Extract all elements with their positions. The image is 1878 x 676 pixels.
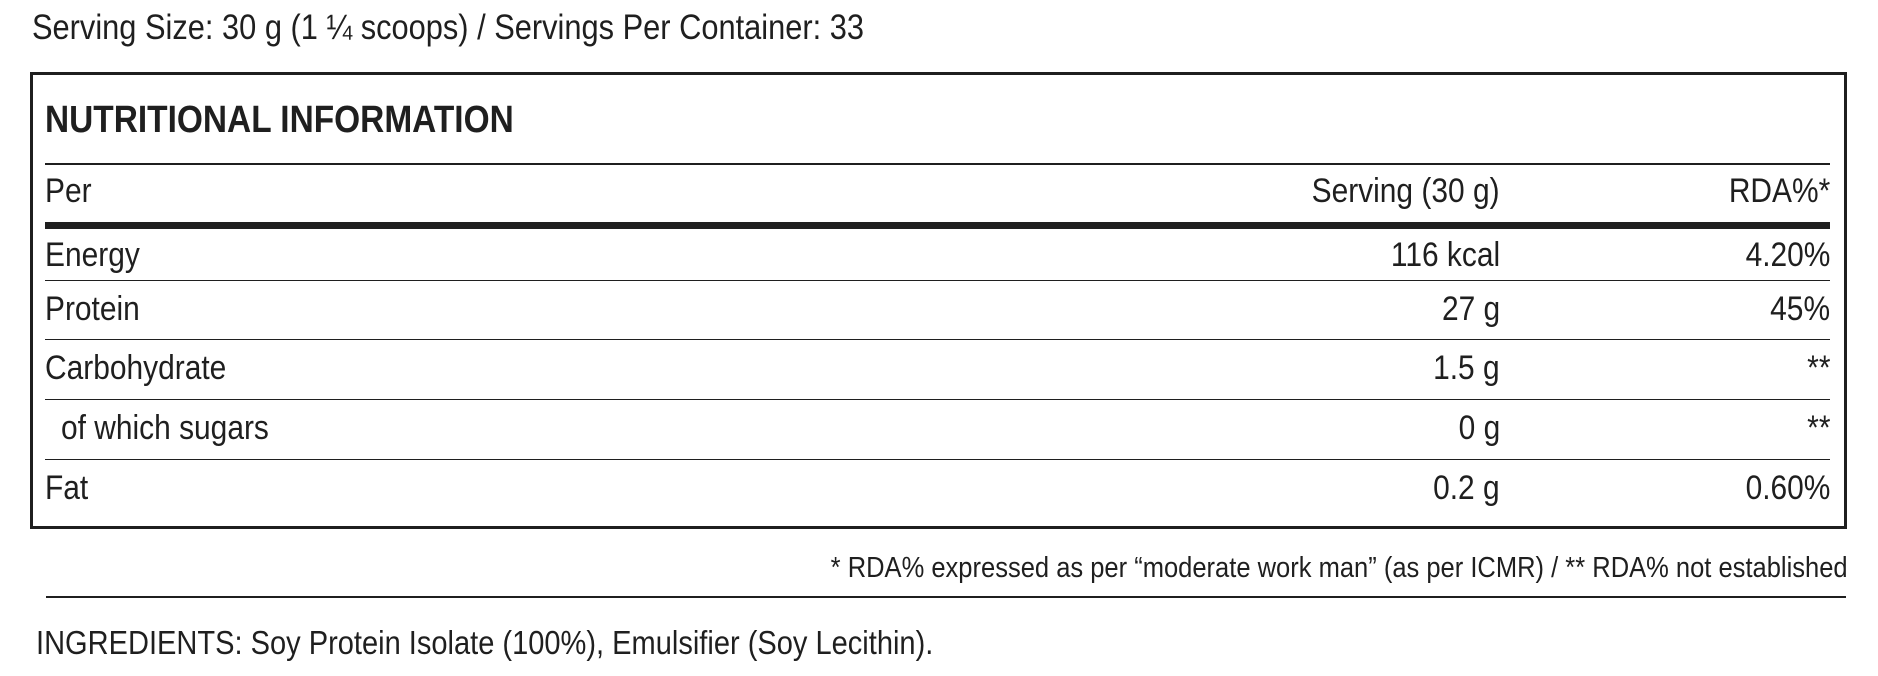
header-rda: RDA%* <box>1728 172 1830 210</box>
table-row: Fat 0.2 g 0.60% <box>45 460 1830 516</box>
serving-info: Serving Size: 30 g (1 ¼ scoops) / Servin… <box>32 8 865 47</box>
row-label: Energy <box>45 236 140 274</box>
row-label: of which sugars <box>61 409 269 447</box>
table-title: NUTRITIONAL INFORMATION <box>45 99 514 141</box>
rda-footnote: * RDA% expressed as per “moderate work m… <box>831 552 1848 584</box>
ingredients-text: INGREDIENTS: Soy Protein Isolate (100%),… <box>36 624 934 661</box>
table-row: Protein 27 g 45% <box>45 281 1830 337</box>
row-serving-value: 0.2 g <box>1433 469 1500 507</box>
row-rda-value: ** <box>1806 349 1830 387</box>
row-rda-value: 45% <box>1770 290 1830 328</box>
row-label: Protein <box>45 290 140 328</box>
nutrition-table: NUTRITIONAL INFORMATION Per Serving (30 … <box>30 72 1847 529</box>
row-serving-value: 27 g <box>1441 290 1500 328</box>
row-serving-value: 0 g <box>1458 409 1500 447</box>
footnote-divider <box>46 596 1846 598</box>
header-per: Per <box>45 172 92 210</box>
row-label: Fat <box>45 469 89 507</box>
table-header-row: Per Serving (30 g) RDA%* <box>45 163 1830 219</box>
row-serving-value: 1.5 g <box>1433 349 1500 387</box>
row-serving-value: 116 kcal <box>1390 236 1500 274</box>
header-thick-rule <box>45 222 1830 229</box>
table-row: Carbohydrate 1.5 g ** <box>45 340 1830 396</box>
table-row: Energy 116 kcal 4.20% <box>45 227 1830 283</box>
row-rda-value: 0.60% <box>1745 469 1830 507</box>
row-divider <box>45 280 1830 281</box>
row-divider <box>45 339 1830 340</box>
row-divider <box>45 399 1830 400</box>
header-serving: Serving (30 g) <box>1312 172 1500 210</box>
row-label: Carbohydrate <box>45 349 227 387</box>
title-rule <box>45 163 1830 165</box>
table-row: of which sugars 0 g ** <box>45 400 1830 456</box>
row-rda-value: 4.20% <box>1745 236 1830 274</box>
row-rda-value: ** <box>1806 409 1830 447</box>
row-divider <box>45 459 1830 460</box>
